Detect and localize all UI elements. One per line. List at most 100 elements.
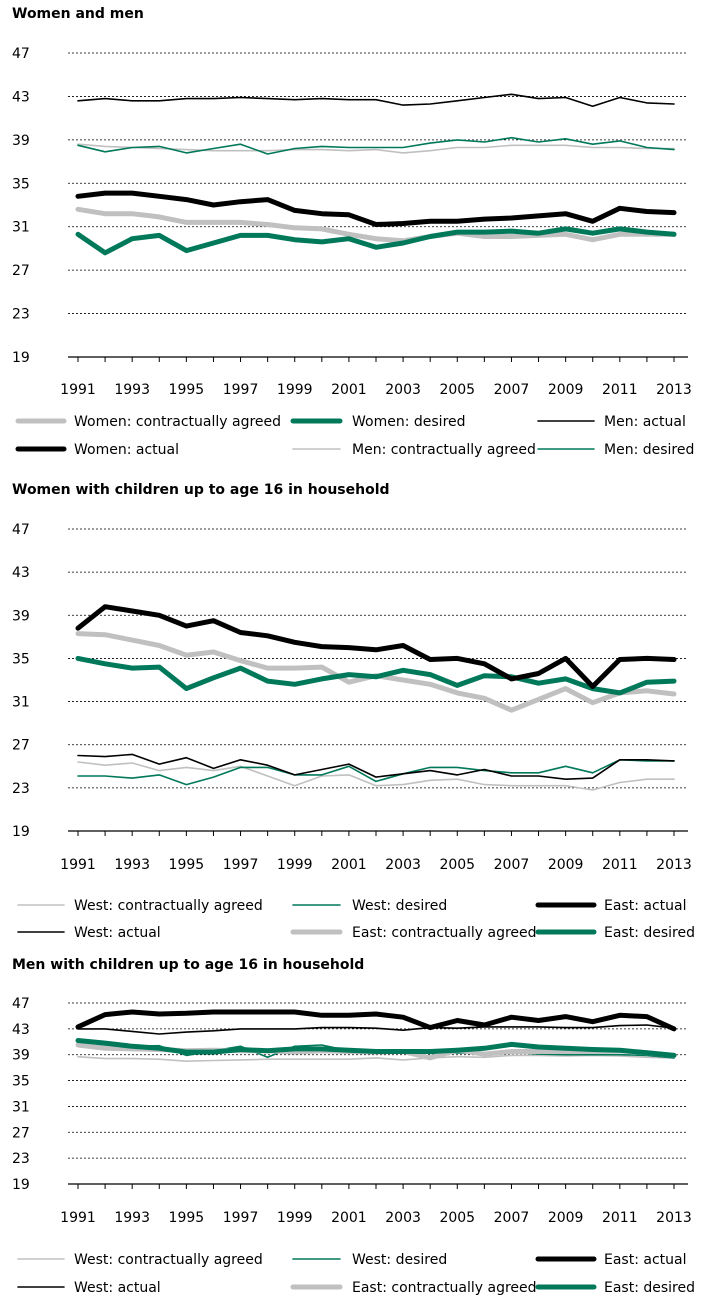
series-line [77,753,675,781]
series-line [77,1054,675,1062]
x-tick-label: 2005 [439,857,475,873]
legend-label: Women: contractually agreed [74,414,281,430]
series-line [75,1038,677,1058]
y-tick-label: 23 [12,1151,30,1167]
gridlines [68,528,688,832]
chart-svg: 19 23 27 31 35 39 43 47 1991 1993 1995 1997 1999 2001… [12,46,694,458]
y-tick-label: 27 [12,263,30,279]
series-line [75,655,677,696]
x-tick-label: 1995 [169,382,205,398]
x-tick-label: 1999 [277,382,313,398]
y-tick-label: 31 [12,1099,30,1115]
gridlines [68,1002,688,1185]
chart-title: Men with children up to age 16 in househ… [12,957,365,973]
x-tick-label: 1993 [114,382,150,398]
legend-label: East: contractually agreed [352,1280,537,1296]
x-tick-label: 1993 [114,1210,150,1226]
x-tick-label: 2001 [331,857,367,873]
chart-svg: 19 23 27 31 35 39 43 47 1991 1993 1995 1997 1999 2001… [12,522,695,941]
y-tick-label: 23 [12,781,30,797]
series-line [75,190,677,227]
legend-label: Men: actual [604,414,686,430]
series-line [75,1009,677,1032]
x-tick-label: 2005 [439,1210,475,1226]
y-tick-label: 39 [12,608,30,624]
series-line [77,758,675,786]
legend-label: West: desired [352,898,447,914]
y-tick-label: 19 [12,824,30,840]
x-tick-label: 1991 [60,382,96,398]
x-tick-label: 2003 [385,1210,421,1226]
series-line [77,93,675,107]
y-tick-label: 43 [12,89,30,105]
y-tick-label: 27 [12,1125,30,1141]
legend: West: contractually agreed West: desired E… [17,1252,695,1296]
y-tick-label: 31 [12,695,30,711]
x-tick-label: 1999 [277,1210,313,1226]
x-tick-label: 2003 [385,857,421,873]
legend-label: West: contractually agreed [74,1252,263,1268]
y-tick-label: 19 [12,350,30,366]
x-tick-label: 2005 [439,382,475,398]
y-tick-label: 43 [12,565,30,581]
legend-label: Women: desired [352,414,466,430]
legend: West: contractually agreed West: desired E… [17,898,695,941]
y-tick-label: 39 [12,133,30,149]
x-tick-label: 2013 [656,382,692,398]
x-tick-label: 2001 [331,382,367,398]
legend-label: West: desired [352,1252,447,1268]
y-tick-label: 31 [12,220,30,236]
x-tick-label: 1995 [169,857,205,873]
y-tick-label: 23 [12,307,30,323]
legend-label: West: contractually agreed [74,898,263,914]
legend-label: Men: desired [604,442,694,458]
y-tick-label: 39 [12,1048,30,1064]
series-line [75,206,677,244]
x-tick-label: 2009 [548,382,584,398]
x-tick-label: 2011 [602,1210,638,1226]
series-line [77,143,675,154]
chart-title: Women with children up to age 16 in hous… [12,482,390,498]
x-tick-label: 1997 [223,382,259,398]
y-tick-label: 27 [12,738,30,754]
series-line [77,136,675,155]
legend-label: East: desired [604,925,695,941]
y-tick-label: 47 [12,46,30,62]
y-tick-label: 47 [12,522,30,538]
chart-women-and-men: Women and men 19 23 27 31 35 39 43 47 1991 1993 19… [0,0,715,460]
x-tick-label: 2011 [602,857,638,873]
x-tick-label: 2003 [385,382,421,398]
series-line [75,226,677,256]
x-tick-label: 2009 [548,857,584,873]
x-tick-label: 2013 [656,1210,692,1226]
x-tick-label: 1991 [60,1210,96,1226]
x-tick-label: 2007 [494,1210,530,1226]
legend-label: Women: actual [74,442,179,458]
y-tick-label: 47 [12,996,30,1012]
x-tick-label: 2013 [656,857,692,873]
legend-label: East: actual [604,898,686,914]
y-tick-label: 35 [12,651,30,667]
x-tick-label: 2007 [494,857,530,873]
series-line [77,1024,675,1035]
chart-women-with-children: Women with children up to age 16 in hous… [12,482,695,941]
x-tick-label: 1997 [223,857,259,873]
legend-label: East: contractually agreed [352,925,537,941]
legend: Women: contractually agreed Women: desire… [15,414,694,458]
legend-label: West: actual [74,1280,161,1296]
x-tick-label: 1993 [114,857,150,873]
x-tick-label: 1997 [223,1210,259,1226]
x-tick-label: 1991 [60,857,96,873]
y-tick-label: 43 [12,1022,30,1038]
x-tick-label: 2001 [331,1210,367,1226]
y-tick-label: 35 [12,176,30,192]
chart-title: Women and men [12,6,144,22]
legend-label: East: desired [604,1280,695,1296]
legend-label: Men: contractually agreed [352,442,536,458]
x-tick-label: 1999 [277,857,313,873]
legend-label: West: actual [74,925,161,941]
x-tick-label: 1995 [169,1210,205,1226]
y-tick-label: 35 [12,1074,30,1090]
x-tick-label: 2009 [548,1210,584,1226]
